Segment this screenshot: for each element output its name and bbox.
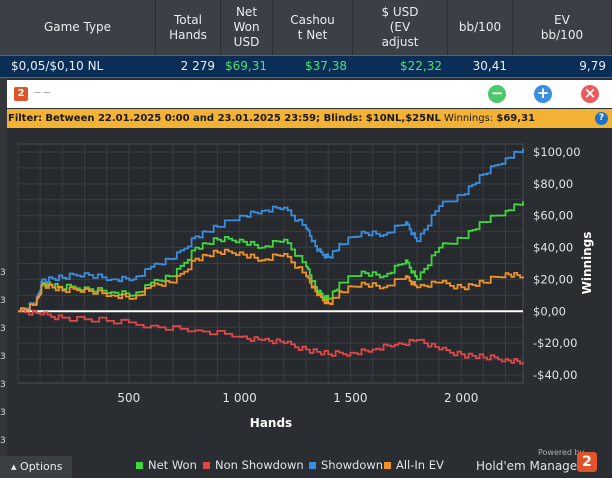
strip-label: 3: [0, 436, 6, 446]
x-axis-label: Hands: [250, 416, 292, 430]
filter-bar[interactable]: Filter: Between 22.01.2025 0:00 and 23.0…: [7, 109, 612, 128]
y-tick-label: $60,00: [533, 209, 573, 223]
legend-item[interactable]: All-In EV: [384, 458, 444, 472]
window-title: — —: [34, 88, 51, 96]
legend-item[interactable]: Net Won: [136, 458, 197, 472]
legend-item[interactable]: Showdown: [309, 458, 383, 472]
x-tick-label: 500: [117, 391, 140, 405]
column-header-2[interactable]: Net Won USD: [221, 0, 273, 55]
strip-label: 3: [0, 380, 6, 390]
y-tick-label: -$40,00: [533, 368, 577, 382]
y-tick-label: -$20,00: [533, 336, 577, 350]
y-tick-label: $80,00: [533, 177, 573, 191]
column-header-0[interactable]: Game Type: [0, 0, 156, 55]
app-logo-icon: 2: [14, 87, 28, 101]
x-tick-label: 2 000: [444, 391, 478, 405]
y-tick-label: $0,00: [533, 304, 566, 318]
brand-logo-icon: 2: [577, 452, 597, 472]
legend-label: Net Won: [148, 458, 197, 472]
legend-swatch: [136, 461, 143, 469]
powered-by-label: Powered by: [538, 448, 585, 457]
cell-bb100: 30,41: [472, 59, 507, 73]
stats-table-header: Game Type Total Hands Net Won USD Cashou t …: [0, 0, 612, 55]
x-tick-label: 1 000: [222, 391, 256, 405]
cell-ev-adjusted: $22,32: [400, 59, 442, 73]
series-line-2: [18, 148, 524, 313]
maximize-button[interactable]: +: [534, 85, 552, 103]
strip-label: 3: [0, 408, 6, 418]
strip-label: 3: [0, 296, 6, 306]
y-tick-label: $20,00: [533, 272, 573, 286]
series-line-1: [18, 309, 524, 365]
cell-cashout-net: $37,38: [305, 59, 347, 73]
column-header-1[interactable]: Total Hands: [156, 0, 221, 55]
legend-label: Showdown: [321, 458, 384, 472]
filter-label: Filter:: [8, 113, 43, 124]
cell-total-hands: 2 279: [180, 59, 215, 73]
minimize-button[interactable]: −: [488, 85, 506, 103]
series-line-3: [18, 248, 524, 313]
filter-winnings-value: $69,31: [496, 113, 535, 124]
options-button[interactable]: ▴ Options: [0, 456, 72, 478]
y-tick-label: $40,00: [533, 241, 573, 255]
legend-label: Non Showdown: [215, 458, 304, 472]
options-label: Options: [20, 460, 63, 473]
legend-label: All-In EV: [396, 458, 444, 472]
x-tick-label: 1 500: [333, 391, 367, 405]
help-icon[interactable]: ?: [595, 112, 608, 125]
y-axis-label: Winnings: [580, 232, 594, 295]
strip-label: 3: [0, 324, 6, 334]
background-grid-strip: 3 3 3 3 3 3 3: [0, 78, 7, 478]
legend-swatch: [203, 461, 210, 469]
close-button[interactable]: ×: [581, 85, 599, 103]
legend-item[interactable]: Non Showdown: [203, 458, 304, 472]
column-header-4[interactable]: $ USD (EV adjust: [353, 0, 448, 55]
legend-swatch: [384, 461, 391, 469]
filter-winnings-label: Winnings:: [444, 113, 494, 124]
filter-text: Between 22.01.2025 0:00 and 23.01.2025 2…: [45, 113, 441, 124]
column-header-5[interactable]: bb/100: [448, 0, 513, 55]
brand-name: Hold'em Manager: [476, 459, 583, 473]
cell-net-won: $69,31: [225, 59, 267, 73]
strip-label: 3: [0, 268, 6, 278]
strip-label: 3: [0, 352, 6, 362]
table-row[interactable]: $0,05/$0,10 NL Holdem 2 279 $69,31 $37,3…: [0, 55, 612, 94]
cell-ev-bb100: 9,79: [579, 59, 606, 73]
series-line-0: [18, 201, 524, 313]
column-header-3[interactable]: Cashou t Net: [273, 0, 353, 55]
legend-swatch: [309, 461, 316, 469]
window-titlebar[interactable]: 2 — — − + ×: [7, 80, 612, 108]
y-tick-label: $100,00: [533, 145, 581, 159]
